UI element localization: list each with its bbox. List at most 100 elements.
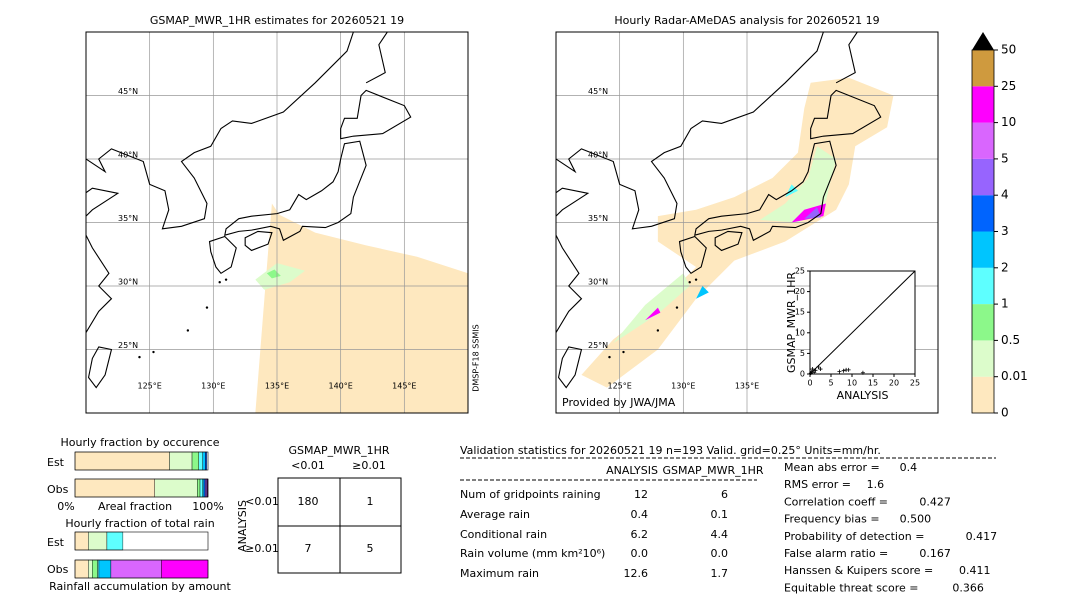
coastline [87,346,113,389]
row-label: Average rain [460,508,530,521]
colorbar-label: 0.01 [1001,369,1028,383]
y-tick-label: 25 [795,267,805,276]
x-tick-label: 20 [889,379,899,388]
fraction-segment [74,559,89,579]
colorbar-swatch [972,158,994,196]
colorbar-swatch [972,267,994,305]
lon-label: 130°E [201,382,225,391]
fraction-segment [74,531,89,551]
coastline [86,187,120,334]
rain-area [255,203,468,413]
map-title: Hourly Radar-AMeDAS analysis for 2026052… [614,14,879,27]
lat-label: 40°N [118,151,138,160]
fraction-segment [205,451,207,471]
island [138,355,141,359]
score-label: Frequency bias = [784,513,880,526]
fraction-segment [197,478,201,498]
cell: 1 [367,495,374,508]
cell: 12 [634,488,648,501]
lon-label: 125°E [608,382,632,391]
x-tick-label: 10 [847,379,857,388]
scatter-point [846,367,851,372]
col-label: <0.01 [291,459,325,472]
cell: 1.7 [711,567,729,580]
coastline [694,140,837,242]
x-tick-label: 0 [807,379,812,388]
fraction-title: Hourly fraction by occurence [61,436,220,449]
score-value: 0.167 [919,547,951,560]
cell: 5 [367,542,374,555]
colorbar-swatch [972,376,994,413]
lon-label: 130°E [671,382,695,391]
coastline [556,32,824,230]
row-label: Obs [47,483,69,496]
axis-label: 100% [192,500,223,513]
island [622,350,625,354]
island [688,280,691,284]
lon-label: 140°E [329,382,353,391]
score-label: False alarm ratio = [784,547,888,560]
colorbar-label: 0 [1001,406,1009,420]
fraction-segment [98,559,112,579]
fraction-segment [154,478,198,498]
colorbar-label: 4 [1001,188,1009,202]
rain-area [696,286,709,299]
lat-label: 30°N [118,278,138,287]
score-value: 0.366 [952,581,984,594]
coastline [86,32,354,230]
row-label: Num of gridpoints raining [460,488,601,501]
rain-area [613,273,690,344]
island [152,350,155,354]
scatter-point [818,367,823,372]
score-label: Probability of detection = [784,530,924,543]
axis-label: Areal fraction [98,500,172,513]
bar-frame [74,559,209,579]
coastline [340,89,412,140]
scatter-point [809,369,814,374]
score-value: 0.4 [900,461,918,474]
scatter-point [841,368,846,373]
scatter-point [837,369,842,374]
scatter-point [860,370,865,375]
score-label: RMS error = [784,478,851,491]
map-title: GSMAP_MWR_1HR estimates for 20260521 19 [150,14,404,27]
side-label: DMSP-F18 SSMIS [472,324,481,392]
col-label: ANALYSIS [606,464,658,477]
fraction-segment [88,559,93,579]
row-label: Est [47,536,65,549]
island [186,329,190,332]
colorbar-label: 5 [1001,151,1009,165]
lat-label: 25°N [118,341,138,350]
score-value: 0.417 [966,530,998,543]
coastline [810,89,882,140]
colorbar-extend [972,32,994,50]
score-value: 0.500 [900,513,932,526]
scatter-point [816,364,821,369]
cell: 7 [305,542,312,555]
score-value: 0.411 [959,564,991,577]
map-frame [555,31,939,414]
score-label: Mean abs error = [784,461,880,474]
map [86,32,468,413]
cell: 0.0 [711,547,729,560]
fraction-segment [191,451,199,471]
row-label: Est [47,456,65,469]
coastline [556,187,590,334]
row-label: Obs [47,563,69,576]
fraction-segment [74,451,170,471]
fraction-segment [198,451,203,471]
island [218,280,221,284]
colorbar-label: 50 [1001,43,1016,57]
axis-label: 0% [57,500,74,513]
row-title: ANALYSIS [236,500,249,552]
fraction-segment [110,559,162,579]
lat-label: 45°N [588,87,608,96]
scatter-point [810,367,815,372]
rain-area [759,146,837,223]
x-tick-label: 25 [910,379,920,388]
lat-label: 35°N [588,214,608,223]
island [608,355,611,359]
lat-label: 30°N [588,278,608,287]
colorbar-label: 0.5 [1001,333,1020,347]
scatter-point [812,370,817,375]
